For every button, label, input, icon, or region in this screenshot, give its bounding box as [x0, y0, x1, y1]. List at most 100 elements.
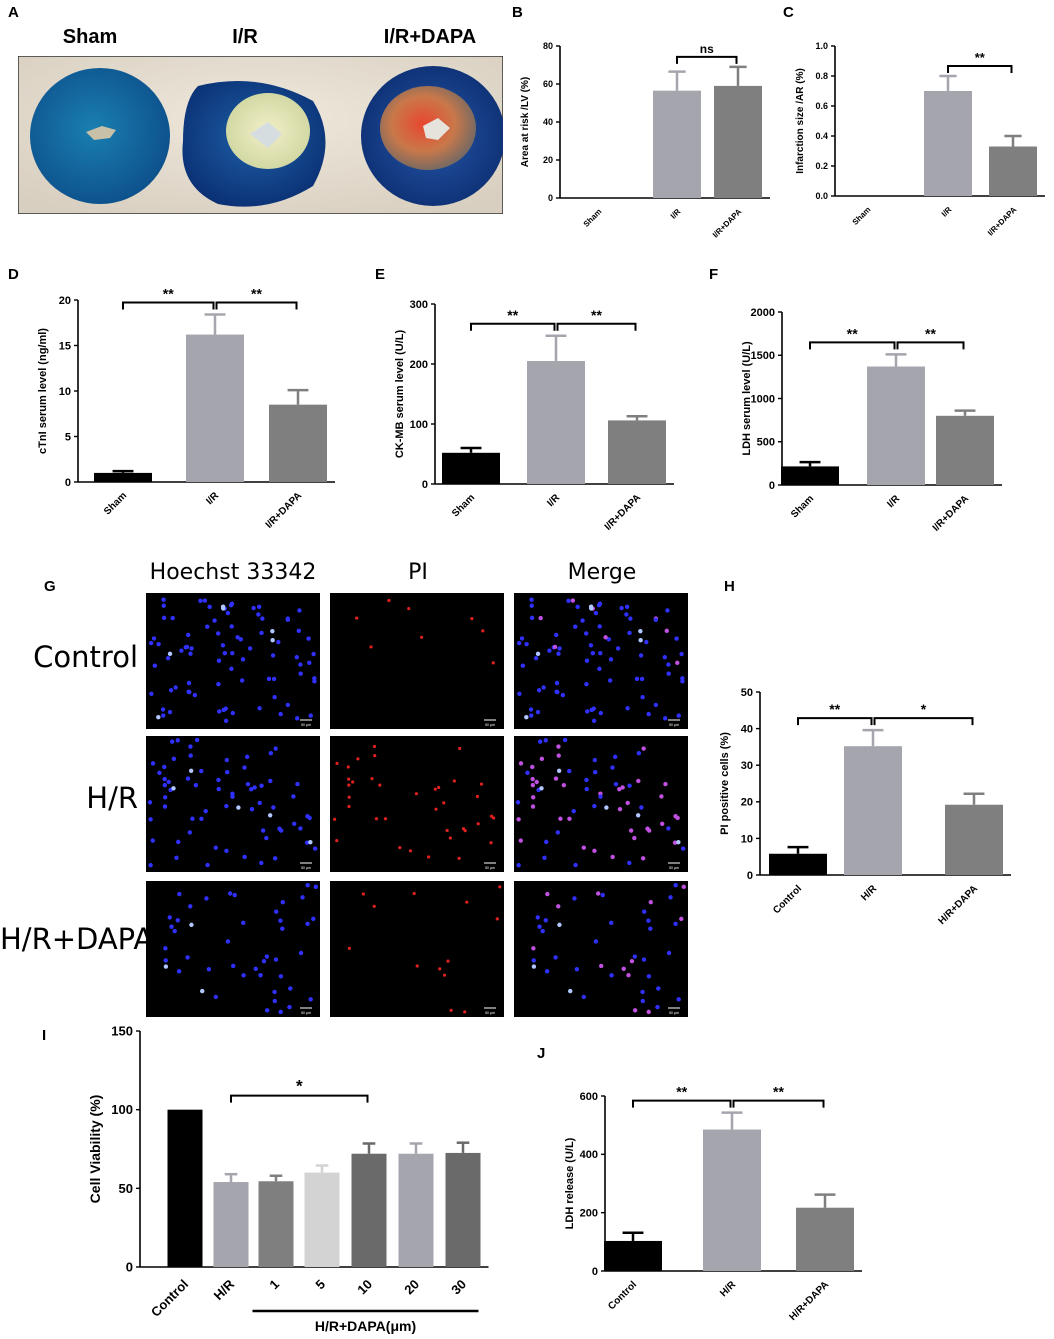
nucleus — [194, 737, 200, 743]
nucleus — [188, 904, 193, 909]
significance-bracket-e — [556, 322, 637, 331]
y-axis-label-j: LDH release (U/L) — [564, 1137, 576, 1229]
panel-letter-e: E — [375, 266, 386, 283]
nucleus — [636, 751, 642, 756]
nucleus — [259, 860, 264, 866]
nucleus — [260, 828, 266, 833]
nucleus — [519, 636, 525, 641]
category-label-i-6: 30 — [448, 1277, 469, 1298]
nucleus — [161, 615, 167, 621]
nucleus — [640, 998, 646, 1004]
nucleus — [516, 640, 522, 646]
nucleus — [278, 711, 283, 717]
nucleus — [185, 955, 190, 960]
y-tick-label-i: 100 — [111, 1102, 133, 1117]
nucleus — [665, 608, 670, 613]
category-label-i-5: 20 — [401, 1277, 422, 1298]
nucleus — [224, 757, 230, 763]
nucleus — [278, 918, 283, 923]
y-tick-label-h: 50 — [741, 687, 753, 699]
pi-nucleus — [476, 822, 480, 826]
nucleus — [529, 603, 534, 608]
category-label-b-1: I/R — [669, 207, 683, 221]
chart-e-ckmb: 0 100 200 300 CK-MB serum level (U/L) Sham I/R… — [394, 299, 674, 533]
pi-nucleus — [398, 846, 402, 850]
nucleus — [172, 928, 177, 934]
nucleus — [530, 804, 536, 809]
panel-letter-g: G — [44, 578, 56, 595]
micrograph-hoechst-hr: 50 μm — [146, 736, 320, 872]
y-tick-label-d: 15 — [59, 340, 71, 352]
scale-bar-label: 50 μm — [669, 1011, 679, 1015]
y-tick-label-h: 40 — [741, 723, 753, 735]
nucleus — [660, 821, 665, 826]
category-label-h-2: H/R+DAPA — [937, 883, 981, 927]
scale-bar-label: 50 μm — [485, 1011, 495, 1015]
nucleus — [600, 892, 605, 898]
nucleus — [193, 782, 199, 788]
nucleus — [304, 840, 310, 845]
y-tick-label-e: 300 — [410, 299, 428, 311]
nucleus — [638, 653, 644, 658]
significance-label-d: ** — [251, 286, 262, 302]
y-tick-label-b: 20 — [543, 155, 553, 165]
micrograph-background — [514, 736, 688, 872]
pi-nucleus — [457, 856, 461, 860]
nucleus — [295, 716, 300, 721]
nucleus — [612, 754, 618, 760]
significance-label-j: ** — [676, 1084, 687, 1100]
category-label-f-2: I/R+DAPA — [931, 493, 971, 533]
nucleus — [672, 840, 678, 845]
nucleus — [148, 863, 153, 868]
nucleus — [148, 817, 153, 822]
micrograph-background — [330, 593, 504, 729]
nucleus — [610, 854, 615, 860]
nucleus — [238, 637, 244, 642]
nucleus — [640, 856, 646, 861]
nucleus — [177, 891, 182, 897]
nucleus — [625, 800, 630, 806]
nucleus — [574, 967, 580, 972]
pi-nucleus — [461, 827, 466, 831]
nucleus — [215, 631, 221, 636]
nucleus — [171, 786, 176, 791]
nucleus — [213, 845, 218, 850]
nucleus — [645, 826, 650, 831]
y-tick-label-i: 150 — [111, 1024, 133, 1039]
y-tick-label-b: 60 — [543, 79, 553, 89]
micrograph-background — [330, 881, 504, 1017]
nucleus — [588, 604, 594, 609]
category-label-j-2: H/R+DAPA — [788, 1279, 832, 1323]
nucleus — [529, 615, 535, 621]
nucleus — [628, 828, 634, 833]
nucleus — [584, 777, 589, 783]
nucleus — [205, 862, 210, 868]
nucleus — [617, 806, 623, 812]
nucleus — [313, 884, 318, 890]
nucleus — [259, 783, 264, 788]
nucleus — [539, 786, 544, 791]
nucleus — [216, 658, 222, 663]
nucleus — [544, 969, 550, 974]
nucleus — [609, 973, 614, 978]
nucleus — [167, 709, 173, 715]
pi-nucleus — [374, 817, 379, 821]
micrograph-background — [330, 736, 504, 872]
nucleus — [653, 617, 659, 623]
nucleus — [306, 636, 311, 641]
y-tick-label-d: 10 — [59, 386, 71, 398]
y-tick-label-c: 0.0 — [815, 191, 828, 201]
pi-nucleus — [438, 967, 442, 971]
significance-bracket-j — [632, 1099, 732, 1108]
nucleus — [152, 663, 158, 668]
significance-bracket-f — [809, 341, 896, 350]
bar-i-6 — [445, 1152, 481, 1267]
nucleus — [580, 618, 585, 623]
nucleus — [632, 954, 638, 959]
nucleus — [216, 786, 221, 792]
significance-bracket-d — [122, 301, 215, 310]
nucleus — [213, 994, 219, 1000]
nucleus — [272, 856, 278, 861]
nucleus — [212, 618, 217, 623]
nucleus — [648, 926, 653, 931]
